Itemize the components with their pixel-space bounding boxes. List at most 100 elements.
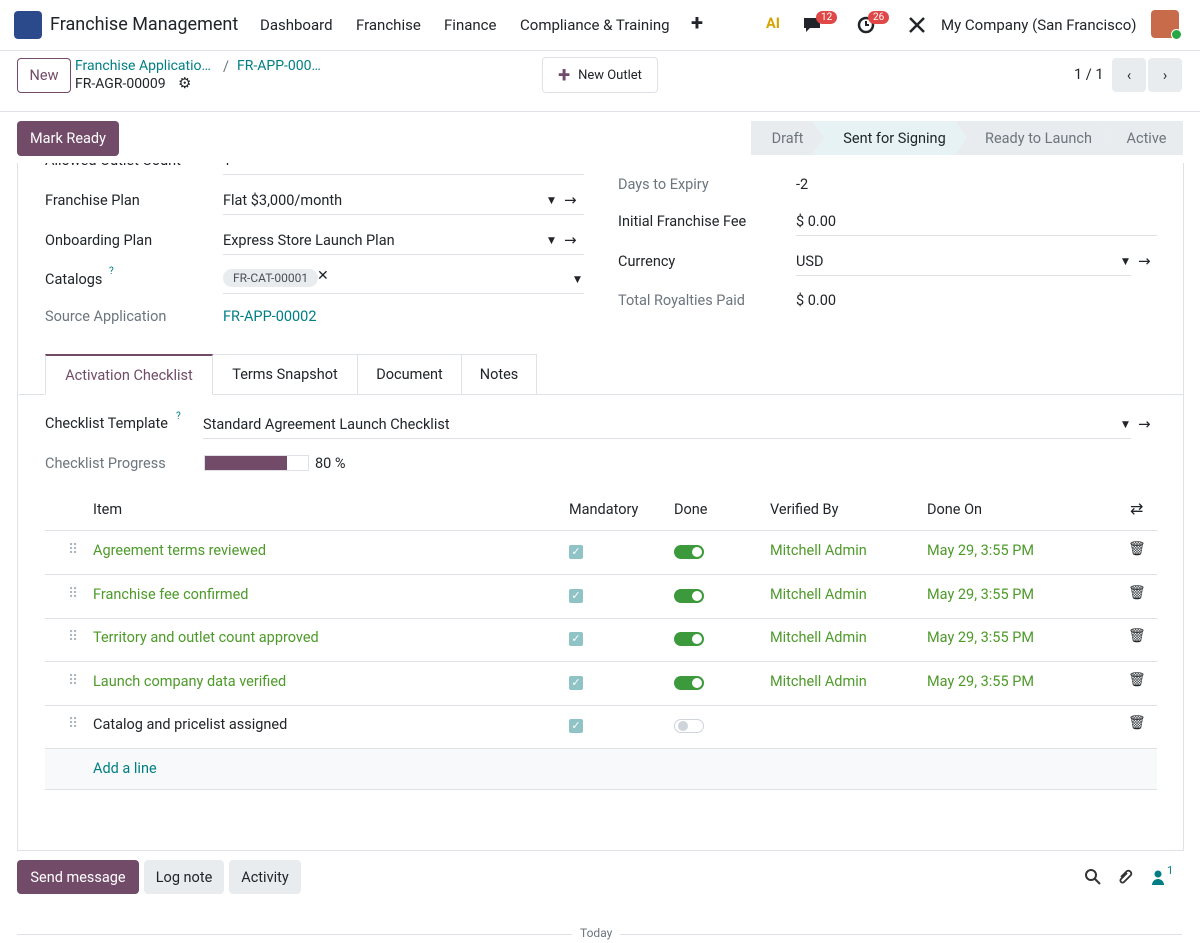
drag-handle[interactable]: ⠿: [68, 716, 78, 733]
breadcrumb[interactable]: Franchise Applicatio…: [75, 58, 211, 74]
field-label: Franchise Plan: [45, 192, 140, 209]
field-underline: [223, 214, 584, 215]
done-on: May 29, 3:55 PM: [927, 672, 1035, 690]
field-label: Source Application: [45, 308, 167, 325]
dropdown-caret[interactable]: ▼: [574, 275, 581, 285]
mandatory-checkbox: ✓: [569, 588, 583, 603]
menu-item[interactable]: Franchise: [356, 16, 421, 34]
progress-track: [204, 455, 309, 471]
quick-add[interactable]: +: [691, 11, 703, 36]
app-name[interactable]: Franchise Management: [50, 14, 239, 35]
field-label: Days to Expiry: [618, 176, 709, 193]
status-stage[interactable]: Ready to Launch: [955, 121, 1112, 155]
help-icon[interactable]: ?: [176, 411, 181, 422]
dropdown-caret[interactable]: ▼: [548, 196, 555, 206]
field-value: Flat $3,000/month: [223, 192, 343, 209]
field-value: Express Store Launch Plan: [223, 232, 395, 249]
column-settings[interactable]: ⇄: [1130, 499, 1144, 518]
mark-ready-button[interactable]: Mark Ready: [17, 121, 119, 156]
item-name[interactable]: Franchise fee confirmed: [93, 585, 249, 603]
column-header: Mandatory: [569, 501, 639, 518]
log-note-button[interactable]: Log note: [144, 860, 224, 894]
dropdown-caret[interactable]: ▼: [1122, 257, 1129, 267]
breadcrumb-separator: /: [223, 58, 229, 75]
app-logo[interactable]: [14, 11, 42, 39]
done-toggle[interactable]: [674, 675, 704, 690]
settings-icon[interactable]: [907, 15, 927, 35]
open-link-arrow[interactable]: →: [1138, 415, 1151, 433]
done-on: May 29, 3:55 PM: [927, 629, 1035, 647]
item-name[interactable]: Catalog and pricelist assigned: [93, 716, 288, 734]
followers-icon[interactable]: [1151, 869, 1165, 885]
dropdown-caret[interactable]: ▼: [1122, 420, 1129, 430]
gear-icon[interactable]: ⚙: [178, 74, 192, 92]
item-name[interactable]: Launch company data verified: [93, 672, 287, 690]
delete-row[interactable]: 🗑: [1128, 715, 1146, 732]
status-stage[interactable]: Active: [1100, 121, 1183, 155]
field-label: Checklist Template: [45, 415, 168, 432]
tab[interactable]: Document: [358, 354, 462, 395]
open-link-arrow[interactable]: →: [564, 231, 577, 249]
messages-icon[interactable]: [802, 15, 822, 35]
column-header: Verified By: [770, 501, 839, 518]
verified-by: Mitchell Admin: [770, 542, 867, 559]
messages-badge: 12: [816, 11, 838, 24]
drag-handle[interactable]: ⠿: [68, 629, 78, 646]
company-switcher[interactable]: My Company (San Francisco): [941, 16, 1137, 34]
dropdown-caret[interactable]: ▼: [548, 236, 555, 246]
mandatory-checkbox: ✓: [569, 675, 583, 690]
done-toggle[interactable]: [674, 719, 704, 734]
done-toggle[interactable]: [674, 545, 704, 559]
delete-row[interactable]: 🗑: [1128, 671, 1146, 688]
activity-button[interactable]: Activity: [229, 860, 301, 894]
status-stage[interactable]: Draft: [751, 121, 824, 155]
done-toggle[interactable]: [674, 632, 704, 647]
field-value: 1: [223, 163, 231, 169]
drag-handle[interactable]: ⠿: [68, 672, 78, 689]
field-underline: [223, 174, 584, 175]
attachment-icon[interactable]: [1117, 868, 1135, 886]
new-button[interactable]: New: [17, 58, 71, 93]
new-outlet-button[interactable]: + New Outlet: [542, 57, 658, 93]
tag: FR-CAT-00001: [223, 269, 319, 287]
progress-fill: [205, 456, 288, 470]
activities-badge: 26: [868, 11, 890, 24]
tab[interactable]: Notes: [462, 354, 537, 395]
help-icon[interactable]: ?: [109, 266, 114, 277]
pager: 1 / 1: [1074, 66, 1104, 83]
open-link-arrow[interactable]: →: [1138, 252, 1151, 270]
done-on: May 29, 3:55 PM: [927, 542, 1035, 559]
breadcrumb[interactable]: FR-APP-000…: [237, 58, 321, 74]
column-header: Done: [674, 501, 708, 518]
search-icon[interactable]: [1084, 868, 1102, 886]
menu-item[interactable]: Finance: [444, 16, 497, 34]
open-link-arrow[interactable]: →: [564, 191, 577, 209]
drag-handle[interactable]: ⠿: [68, 542, 78, 558]
field-value: $ 0.00: [796, 292, 837, 309]
item-name[interactable]: Agreement terms reviewed: [93, 542, 267, 559]
send-message-button[interactable]: Send message: [17, 860, 139, 894]
field-label: Catalogs: [45, 271, 103, 288]
pager-next[interactable]: ›: [1148, 58, 1182, 92]
drag-handle[interactable]: ⠿: [68, 585, 78, 602]
tab[interactable]: Activation Checklist: [45, 354, 213, 395]
delete-row[interactable]: 🗑: [1128, 541, 1146, 557]
add-line[interactable]: Add a line: [93, 760, 157, 777]
item-name[interactable]: Territory and outlet count approved: [93, 629, 319, 647]
done-toggle[interactable]: [674, 588, 704, 603]
menu-item[interactable]: Dashboard: [260, 16, 333, 34]
tab[interactable]: Terms Snapshot: [213, 354, 358, 395]
menu-item[interactable]: Compliance & Training: [520, 16, 670, 34]
activities-icon[interactable]: [857, 15, 877, 35]
pager-prev[interactable]: ‹: [1112, 58, 1146, 92]
ai-button[interactable]: AI: [766, 15, 780, 32]
toggle-knob: [678, 721, 688, 732]
delete-row[interactable]: 🗑: [1128, 628, 1146, 645]
delete-row[interactable]: 🗑: [1128, 584, 1146, 601]
row-divider: [45, 574, 1157, 575]
status-stage[interactable]: Sent for Signing: [812, 121, 967, 155]
tag-remove[interactable]: ✕: [317, 268, 329, 284]
field-underline: [223, 293, 584, 294]
field-value-link[interactable]: FR-APP-00002: [223, 308, 317, 325]
